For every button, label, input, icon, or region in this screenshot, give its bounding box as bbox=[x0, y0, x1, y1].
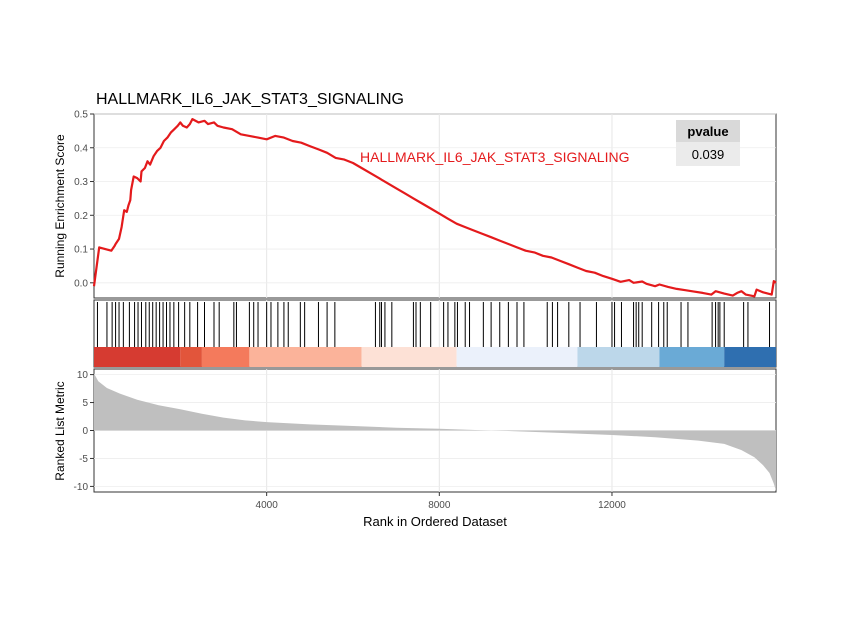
ranked-metric-y-tick-label: 10 bbox=[77, 370, 89, 381]
x-axis-tick-label: 12000 bbox=[598, 500, 626, 511]
ranked-metric-y-tick-label: -10 bbox=[74, 482, 89, 493]
rank-color-segment bbox=[724, 347, 776, 367]
enrichment-y-tick-label: 0.5 bbox=[74, 110, 88, 121]
rank-color-segment bbox=[456, 347, 578, 367]
enrichment-y-tick-label: 0.2 bbox=[74, 211, 88, 222]
enrichment-y-tick-label: 0.1 bbox=[74, 245, 88, 256]
rank-color-segment bbox=[94, 347, 181, 367]
ranked-metric-y-ticks: 10 5 0 -5 -10 bbox=[74, 370, 94, 493]
enrichment-y-ticks: 0.0 0.1 0.2 0.3 0.4 0.5 bbox=[74, 110, 94, 289]
rank-color-segment bbox=[361, 347, 457, 367]
running-enrichment-line bbox=[92, 118, 777, 298]
rank-color-segment bbox=[577, 347, 660, 367]
enrichment-y-tick-label: 0.3 bbox=[74, 177, 88, 188]
enrichment-y-tick-label: 0.4 bbox=[74, 143, 88, 154]
hits-panel bbox=[93, 299, 777, 368]
rank-color-band bbox=[94, 347, 776, 367]
rank-color-segment bbox=[201, 347, 250, 367]
chart-title: HALLMARK_IL6_JAK_STAT3_SIGNALING bbox=[96, 91, 404, 108]
gene-set-label: HALLMARK_IL6_JAK_STAT3_SIGNALING bbox=[360, 149, 629, 165]
ranked-metric-area bbox=[94, 373, 776, 491]
enrichment-y-axis-label: Running Enrichment Score bbox=[53, 134, 67, 278]
enrichment-y-tick-label: 0.0 bbox=[74, 278, 88, 289]
rank-color-segment bbox=[249, 347, 362, 367]
x-axis-tick-label: 8000 bbox=[428, 500, 451, 511]
ranked-metric-y-tick-label: -5 bbox=[79, 454, 88, 465]
rank-color-segment bbox=[180, 347, 202, 367]
x-axis-tick-label: 4000 bbox=[256, 500, 279, 511]
ranked-metric-y-axis-label: Ranked List Metric bbox=[53, 381, 67, 480]
pvalue-header: pvalue bbox=[687, 124, 728, 139]
ranked-metric-y-tick-label: 5 bbox=[82, 398, 88, 409]
x-axis-label: Rank in Ordered Dataset bbox=[363, 514, 507, 529]
x-axis-ticks: 4000 8000 12000 bbox=[256, 492, 626, 511]
gene-hit-ticks bbox=[96, 302, 771, 347]
enrichment-grid bbox=[94, 113, 776, 298]
ranked-metric-panel: 10 5 0 -5 -10 4000 8000 12000 Ranked List Metr… bbox=[53, 368, 777, 529]
rank-color-segment bbox=[659, 347, 725, 367]
pvalue-table: pvalue 0.039 bbox=[676, 120, 740, 166]
pvalue-value: 0.039 bbox=[692, 147, 725, 162]
enrichment-panel: 0.0 0.1 0.2 0.3 0.4 0.5 HALLMARK_IL6_JAK_STAT… bbox=[53, 110, 777, 299]
ranked-metric-y-tick-label: 0 bbox=[82, 426, 88, 437]
